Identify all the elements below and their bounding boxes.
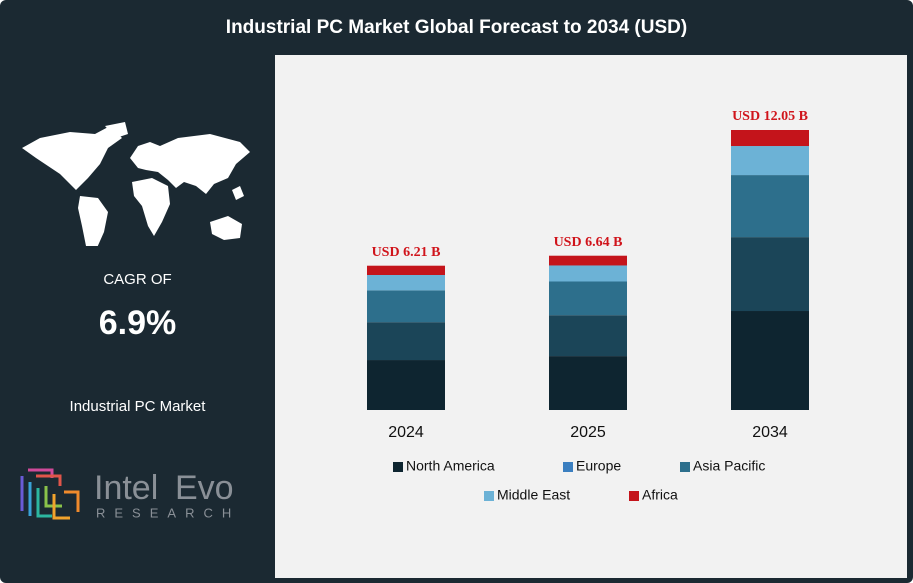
cagr-value: 6.9% (98, 304, 177, 342)
legend-swatch (629, 491, 639, 501)
cagr-label: CAGR OF (103, 271, 172, 288)
chart-panel: USD 6.21 B 2024 USD 6.64 B 2025 USD 12.05 B 2… (275, 55, 907, 578)
bar-segment (549, 315, 627, 357)
bar-segment (549, 265, 627, 282)
bar-segment (367, 322, 445, 361)
legend-label: Europe (576, 458, 621, 474)
bar-segment (549, 281, 627, 316)
bar-segment (367, 265, 445, 275)
legend-label: Africa (642, 487, 678, 503)
x-tick-label: 2025 (570, 424, 606, 441)
chart: USD 6.21 B 2024 USD 6.64 B 2025 USD 12.05 B 2… (367, 109, 809, 503)
x-tick-label: 2024 (388, 424, 424, 441)
bar-segment (367, 360, 445, 410)
x-tick-label: 2034 (752, 424, 788, 441)
value-label: USD 6.21 B (372, 245, 441, 260)
legend-swatch (393, 462, 403, 472)
bar-segment (367, 274, 445, 291)
legend-label: North America (406, 458, 495, 474)
value-label: USD 12.05 B (732, 109, 808, 124)
page-title: Industrial PC Market Global Forecast to … (225, 17, 688, 38)
value-label: USD 6.64 B (554, 235, 623, 250)
logo-name-a: Intel (94, 469, 158, 507)
bar-segment (549, 255, 627, 266)
sidebar: CAGR OF 6.9% Industrial PC Market Intel … (0, 56, 275, 583)
logo-name-b: Evo (175, 469, 234, 507)
legend-label: Asia Pacific (693, 458, 765, 474)
bar-segment (731, 237, 809, 312)
bar-segment (731, 175, 809, 238)
world-map (22, 122, 250, 246)
legend-swatch (484, 491, 494, 501)
bar-segment (731, 311, 809, 410)
bar-segment (367, 290, 445, 323)
legend-swatch (563, 462, 573, 472)
legend-swatch (680, 462, 690, 472)
market-name: Industrial PC Market (69, 398, 206, 415)
logo: Intel Evo RESEARCH (20, 468, 240, 520)
bar-segment (731, 146, 809, 176)
bar-segment (549, 356, 627, 410)
bar-segment (731, 130, 809, 147)
logo-tagline: RESEARCH (96, 505, 240, 520)
legend-label: Middle East (497, 487, 570, 503)
